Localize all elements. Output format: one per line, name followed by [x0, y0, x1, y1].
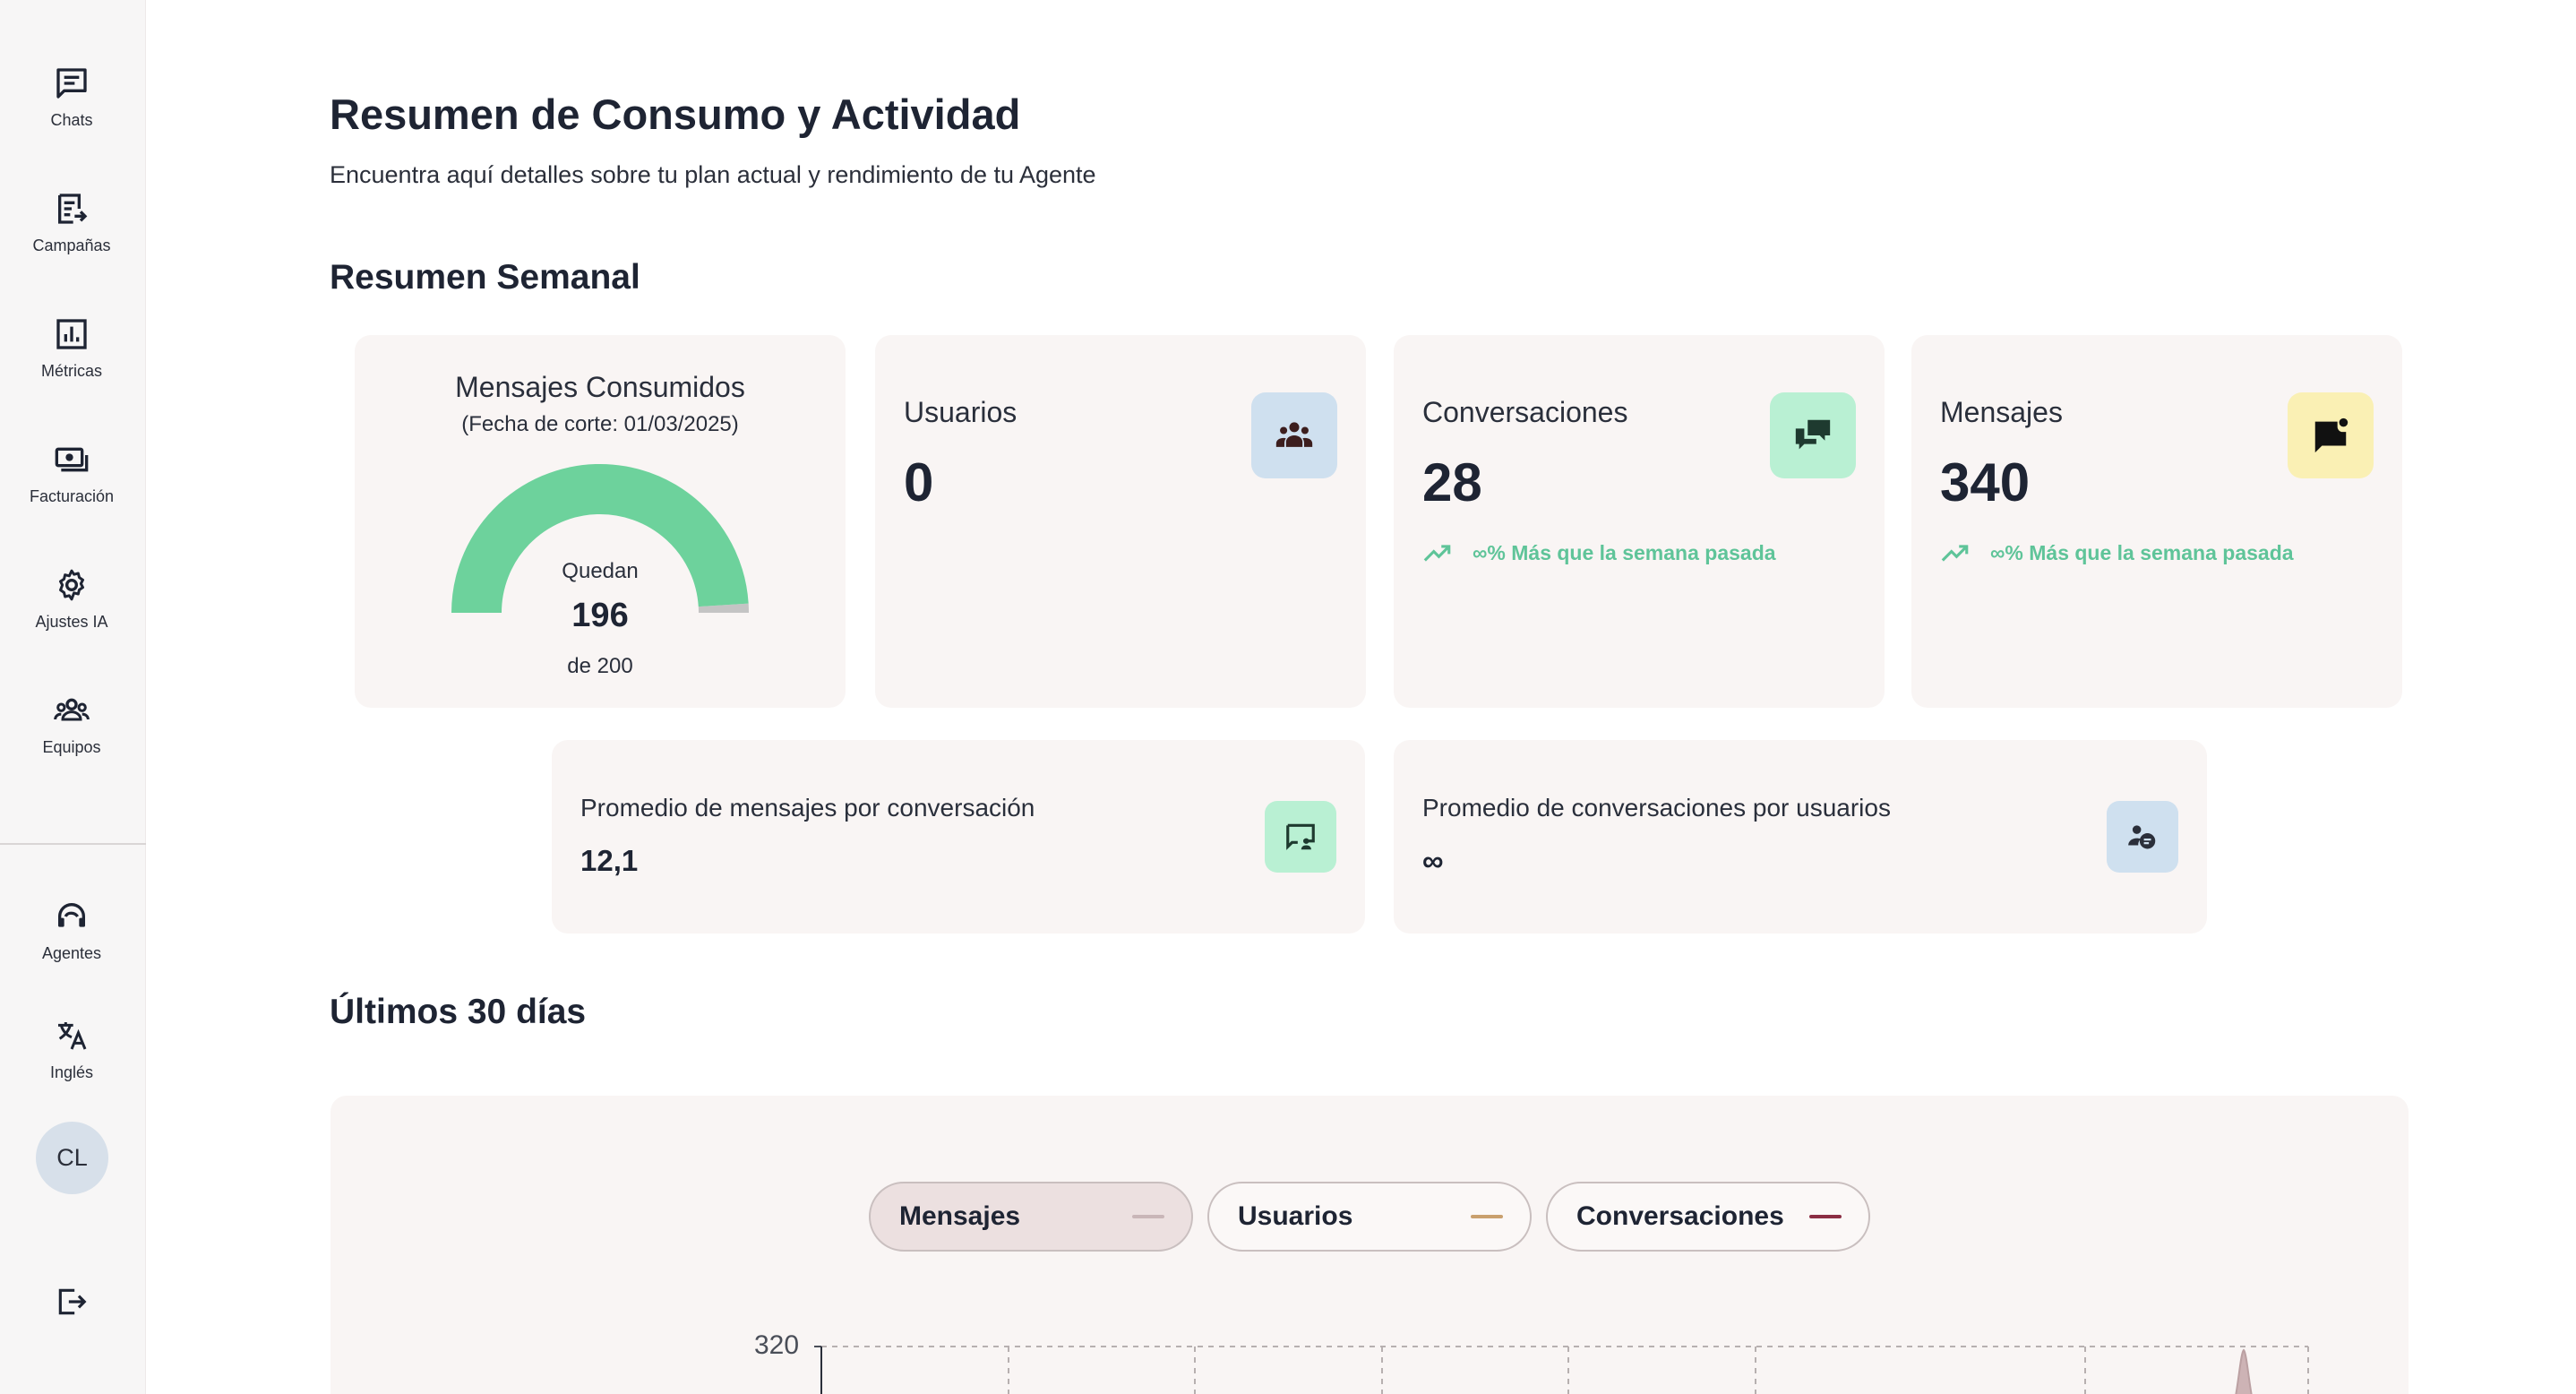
messages-card: Mensajes 340 ∞% Más que la semana pasada [1911, 335, 2402, 708]
conversations-title: Conversaciones [1422, 396, 1628, 428]
messages-value: 340 [1940, 452, 2031, 512]
sidebar-item-label: Ajustes IA [35, 613, 108, 631]
consumed-gauge [451, 464, 749, 614]
sidebar-item-language[interactable]: Inglés [0, 1015, 143, 1082]
conversations-value: 28 [1422, 452, 1482, 512]
users-card: Usuarios 0 [875, 335, 1366, 708]
legend-swatch [1471, 1215, 1503, 1218]
sidebar-item-teams[interactable]: Equipos [0, 690, 143, 757]
sidebar-item-agents[interactable]: Agentes [0, 896, 143, 963]
campaign-icon [51, 188, 92, 229]
avatar[interactable]: CL [36, 1122, 108, 1194]
forum-icon [1770, 392, 1856, 478]
weekly-heading: Resumen Semanal [330, 258, 640, 297]
legend-swatch [1132, 1215, 1164, 1218]
page-title: Resumen de Consumo y Actividad [330, 90, 1021, 138]
metrics-icon [51, 314, 92, 355]
legend-label: Conversaciones [1576, 1201, 1784, 1231]
sidebar-item-metrics[interactable]: Métricas [0, 314, 143, 381]
messages-trend: ∞% Más que la semana pasada [1940, 538, 2294, 568]
billing-icon [51, 439, 92, 480]
legend-swatch [1809, 1215, 1842, 1218]
consumed-messages-card: Mensajes Consumidos (Fecha de corte: 01/… [355, 335, 846, 708]
sidebar-item-chats[interactable]: Chats [0, 63, 143, 130]
gear-icon [51, 564, 92, 606]
gauge-fill [451, 464, 749, 614]
conversations-trend: ∞% Más que la semana pasada [1422, 538, 1776, 568]
conversations-card: Conversaciones 28 ∞% Más que la semana p… [1394, 335, 1885, 708]
messages-trend-text: ∞% Más que la semana pasada [1990, 540, 2294, 564]
sidebar-item-label: Chats [50, 111, 93, 129]
trending-up-icon [1941, 545, 1969, 562]
avg-conversations-per-user-card: Promedio de conversaciones por usuarios … [1394, 740, 2207, 934]
chat-icon [51, 63, 92, 104]
legend-label: Usuarios [1238, 1201, 1353, 1231]
sidebar-item-label: Agentes [41, 944, 102, 962]
sidebar-item-label: Campañas [32, 237, 111, 254]
remaining-label: Quedan [562, 559, 639, 583]
logout-icon [51, 1281, 92, 1322]
sidebar-item-label: Equipos [42, 738, 101, 756]
legend-toggle-mensajes[interactable]: Mensajes [869, 1182, 1193, 1252]
logout-button[interactable] [0, 1281, 143, 1322]
legend-toggle-conversaciones[interactable]: Conversaciones [1546, 1182, 1870, 1252]
messages-title: Mensajes [1940, 396, 2063, 428]
sidebar: Chats Campañas Métricas Facturación Ajus… [0, 0, 146, 1394]
sidebar-item-campaigns[interactable]: Campañas [0, 188, 143, 255]
trending-up-icon [1423, 545, 1451, 562]
chart-plot [814, 1346, 2309, 1394]
sidebar-item-label: Facturación [29, 487, 115, 505]
message-badge-icon [2288, 392, 2374, 478]
teams-icon [51, 690, 92, 731]
conversations-trend-text: ∞% Más que la semana pasada [1473, 540, 1776, 564]
page-subtitle: Encuentra aquí detalles sobre tu plan ac… [330, 161, 1096, 188]
remaining-count: 196 [571, 597, 629, 634]
chat-person-icon [1265, 801, 1336, 873]
consumed-title: Mensajes Consumidos [455, 371, 745, 403]
users-chat-icon [2107, 801, 2178, 873]
users-title: Usuarios [904, 396, 1018, 428]
headset-icon [51, 896, 92, 937]
legend-label: Mensajes [899, 1201, 1021, 1231]
translate-icon [51, 1015, 92, 1056]
sidebar-divider [0, 843, 146, 845]
sidebar-item-ai-settings[interactable]: Ajustes IA [0, 564, 143, 632]
y-axis-tick: 320 [754, 1330, 800, 1360]
avg-messages-per-conversation-card: Promedio de mensajes por conversación 12… [552, 740, 1365, 934]
group-icon [1251, 392, 1337, 478]
mensajes-area-peak [2235, 1348, 2253, 1394]
total-label: de 200 [567, 654, 633, 678]
avg-messages-value: 12,1 [580, 844, 639, 877]
avg-messages-title: Promedio de mensajes por conversación [580, 794, 1035, 822]
consumed-cutoff: (Fecha de corte: 01/03/2025) [461, 412, 739, 436]
chart-card: Mensajes Usuarios Conversaciones 320 [331, 1096, 2409, 1394]
avg-conversations-value: ∞ [1422, 844, 1444, 877]
sidebar-item-label: Métricas [40, 362, 102, 380]
legend-toggle-usuarios[interactable]: Usuarios [1207, 1182, 1532, 1252]
users-value: 0 [904, 452, 934, 512]
sidebar-item-billing[interactable]: Facturación [0, 439, 143, 506]
sidebar-item-label: Inglés [49, 1063, 94, 1081]
monthly-heading: Últimos 30 días [330, 993, 587, 1031]
avg-conversations-title: Promedio de conversaciones por usuarios [1422, 794, 1891, 822]
